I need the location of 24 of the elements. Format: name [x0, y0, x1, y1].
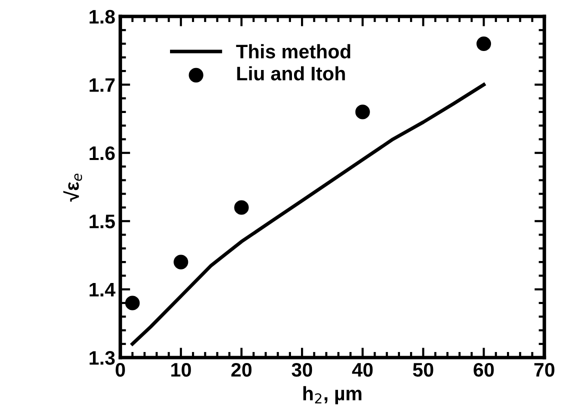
y-tick-label: 1.4 — [90, 283, 116, 296]
point — [476, 36, 492, 52]
point — [355, 104, 370, 120]
legend-label: Liu and Itoh — [237, 66, 345, 80]
y-tick-label: 1.8 — [90, 10, 115, 24]
x-tick-label: 0 — [116, 362, 125, 377]
point — [234, 200, 249, 215]
y-axis-title: √ε$_{e}$ — [63, 174, 82, 202]
x-tick-label: 50 — [412, 362, 434, 377]
x-tick-label: 60 — [474, 362, 494, 377]
x-tick-label: 10 — [171, 362, 191, 377]
point — [174, 254, 188, 270]
y-tick-label: 1.3 — [90, 351, 115, 365]
x-tick-label: 20 — [231, 362, 252, 377]
x-tick-label: 30 — [292, 362, 312, 377]
x-tick-label: 40 — [352, 362, 373, 377]
x-tick-label: 70 — [534, 362, 554, 377]
y-tick-label: 1.5 — [90, 214, 115, 228]
line-series — [130, 82, 486, 346]
y-tick-label: 1.7 — [90, 78, 115, 92]
x-axis-title: h$_{2}$, µm — [303, 386, 362, 404]
legend-label: This method — [236, 44, 350, 58]
point — [125, 296, 140, 310]
y-tick-label: 1.6 — [90, 146, 115, 160]
